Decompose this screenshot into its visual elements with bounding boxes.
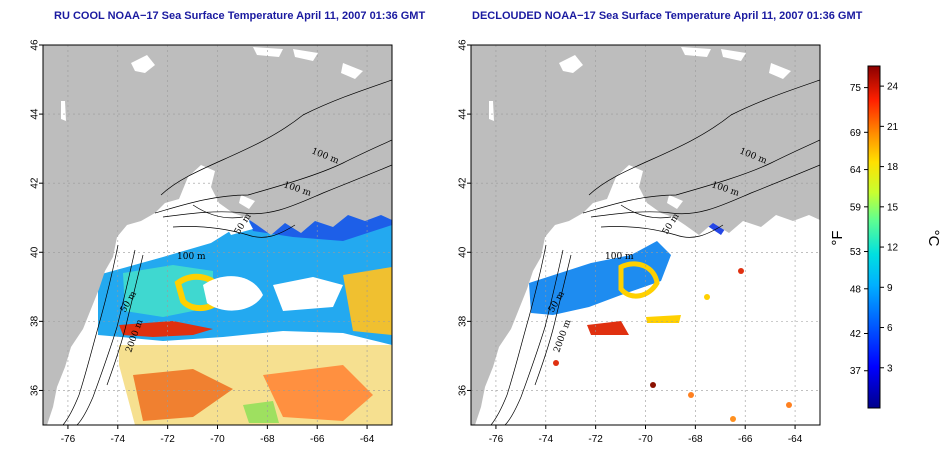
land-mask	[43, 45, 392, 425]
contour-label: 100 m	[605, 252, 634, 262]
fahrenheit-tick-label: 59	[850, 202, 862, 213]
latitude-tick-label: 44	[30, 108, 41, 120]
latitude-tick-label: 40	[30, 246, 41, 258]
celsius-tick-label: 9	[887, 283, 893, 294]
latitude-tick-label: 38	[458, 315, 469, 327]
left-panel-title: RU COOL NOAA−17 Sea Surface Temperature …	[54, 10, 426, 22]
left-map-axes: -76 -74 -72 -70 -68 -66 -64 36 38 40 42 44 46	[30, 39, 393, 445]
celsius-tick-label: 24	[887, 82, 899, 93]
longitude-tick-label: -70	[638, 434, 653, 445]
longitude-tick-label: -70	[210, 434, 225, 445]
longitude-tick-label: -74	[111, 434, 126, 445]
latitude-tick-label: 46	[30, 39, 41, 51]
temperature-colorbar: 24 21 18 15 12 9 6 3 75 69 64 59 53 48 42 37 °F °C	[829, 65, 942, 409]
celsius-unit-label: °C	[925, 230, 942, 247]
celsius-tick-label: 12	[887, 243, 899, 254]
fahrenheit-tick-label: 37	[850, 366, 862, 377]
right-map-axes: -76 -74 -72 -70 -68 -66 -64 36 38 40 42 44 46	[458, 39, 821, 445]
fahrenheit-tick-label: 48	[850, 284, 862, 295]
latitude-tick-label: 38	[30, 315, 41, 327]
celsius-tick-label: 21	[887, 122, 899, 133]
latitude-tick-label: 36	[30, 384, 41, 396]
fahrenheit-tick-label: 75	[850, 83, 862, 94]
latitude-tick-label: 44	[458, 108, 469, 120]
fahrenheit-tick-label: 42	[850, 329, 862, 340]
longitude-tick-label: -76	[489, 434, 504, 445]
longitude-tick-label: -72	[588, 434, 603, 445]
fahrenheit-tick-label: 64	[850, 165, 862, 176]
colorbar-gradient	[867, 65, 881, 409]
right-panel-title: DECLOUDED NOAA−17 Sea Surface Temperatur…	[472, 10, 863, 22]
celsius-tick-label: 6	[887, 323, 893, 334]
longitude-tick-label: -64	[788, 434, 803, 445]
fahrenheit-tick-label: 69	[850, 128, 862, 139]
latitude-tick-label: 46	[458, 39, 469, 51]
gridlines	[471, 45, 820, 425]
latitude-tick-label: 40	[458, 246, 469, 258]
latitude-tick-label: 36	[458, 384, 469, 396]
contour-label: 100 m	[177, 252, 206, 262]
land-mask	[471, 45, 820, 425]
longitude-tick-label: -68	[260, 434, 275, 445]
celsius-tick-label: 18	[887, 162, 899, 173]
longitude-tick-label: -66	[738, 434, 753, 445]
longitude-tick-label: -76	[61, 434, 76, 445]
latitude-tick-label: 42	[30, 177, 41, 189]
fahrenheit-unit-label: °F	[829, 230, 846, 245]
fahrenheit-tick-label: 53	[850, 247, 862, 258]
longitude-tick-label: -74	[539, 434, 554, 445]
longitude-tick-label: -68	[688, 434, 703, 445]
gridlines	[43, 45, 392, 425]
longitude-tick-label: -72	[160, 434, 175, 445]
celsius-tick-label: 3	[887, 363, 893, 374]
longitude-tick-label: -64	[360, 434, 375, 445]
latitude-tick-label: 42	[458, 177, 469, 189]
celsius-tick-label: 15	[887, 202, 899, 213]
longitude-tick-label: -66	[310, 434, 325, 445]
